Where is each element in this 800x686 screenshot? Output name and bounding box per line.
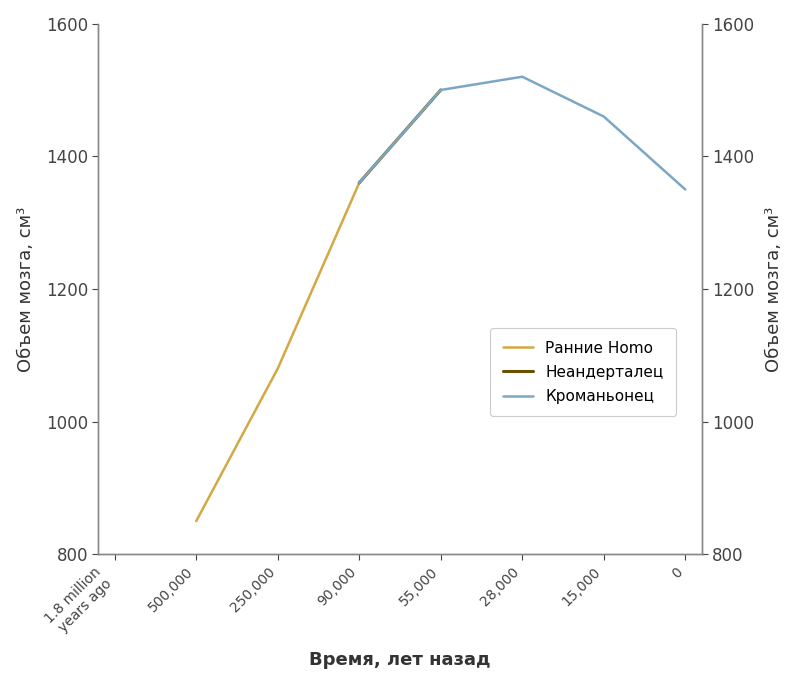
Y-axis label: Объем мозга, см³: Объем мозга, см³ — [766, 206, 783, 372]
Legend: Ранние Homo, Неандерталец, Кроманьонец: Ранние Homo, Неандерталец, Кроманьонец — [490, 329, 676, 416]
Y-axis label: Объем мозга, см³: Объем мозга, см³ — [17, 206, 34, 372]
X-axis label: Время, лет назад: Время, лет назад — [310, 651, 490, 670]
